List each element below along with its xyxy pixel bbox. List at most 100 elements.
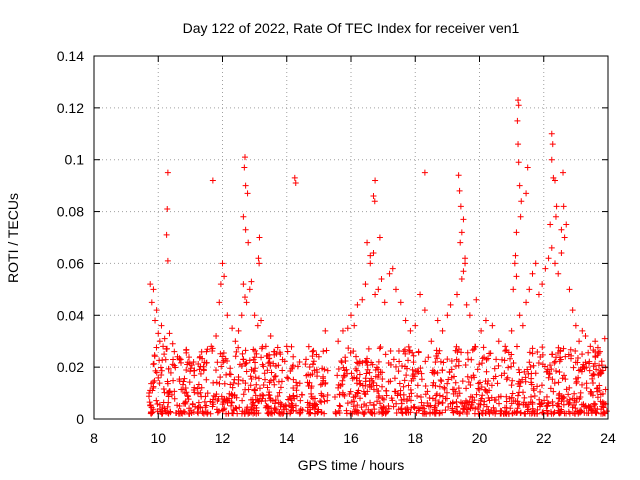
data-point-dense: [562, 376, 569, 383]
data-point-dense: [287, 395, 294, 402]
data-point-dense: [483, 403, 490, 410]
data-point: [402, 317, 409, 324]
data-point-dense: [424, 399, 431, 406]
data-point-dense: [598, 362, 605, 369]
data-point: [290, 353, 297, 360]
data-point-dense: [199, 408, 206, 415]
data-point-dense: [218, 363, 225, 370]
data-point-dense: [401, 346, 408, 353]
data-point-dense: [505, 349, 512, 356]
data-point-dense: [356, 358, 363, 365]
data-point-dense: [324, 367, 331, 374]
data-point-dense: [309, 353, 316, 360]
data-point-dense: [482, 410, 489, 417]
data-point: [549, 141, 556, 148]
data-point: [213, 333, 220, 340]
data-point-dense: [475, 380, 482, 387]
data-point-dense: [516, 400, 523, 407]
data-point-dense: [438, 378, 445, 385]
data-point-dense: [454, 392, 461, 399]
data-point: [548, 130, 555, 137]
data-point-dense: [591, 371, 598, 378]
data-point-dense: [585, 349, 592, 356]
data-point-dense: [252, 347, 259, 354]
data-point-dense: [573, 378, 580, 385]
data-point-dense: [305, 343, 312, 350]
data-point: [381, 299, 388, 306]
data-point-dense: [178, 386, 185, 393]
data-point-dense: [436, 410, 443, 417]
data-point-dense: [521, 410, 528, 417]
data-point-dense: [536, 400, 543, 407]
data-point: [514, 117, 521, 124]
data-point-dense: [227, 381, 234, 388]
data-point: [587, 343, 594, 350]
data-point-dense: [583, 364, 590, 371]
data-point-dense: [436, 383, 443, 390]
data-point-dense: [277, 410, 284, 417]
data-point-dense: [424, 388, 431, 395]
data-point-dense: [404, 406, 411, 413]
data-point-dense: [229, 392, 236, 399]
data-point-dense: [370, 401, 377, 408]
data-point-dense: [188, 362, 195, 369]
data-point-dense: [513, 343, 520, 350]
data-point-dense: [252, 374, 259, 381]
data-point-dense: [242, 347, 249, 354]
data-point-dense: [464, 373, 471, 380]
data-point-dense: [266, 379, 273, 386]
data-point-dense: [287, 409, 294, 416]
data-point-dense: [370, 379, 377, 386]
data-point-dense: [287, 410, 294, 417]
data-point-dense: [579, 351, 586, 358]
data-point: [458, 229, 465, 236]
data-point-dense: [391, 375, 398, 382]
data-point-dense: [242, 360, 249, 367]
data-point: [560, 169, 567, 176]
data-point: [232, 338, 239, 345]
data-point-dense: [390, 356, 397, 363]
x-axis-label: GPS time / hours: [298, 457, 405, 473]
x-tick-label: 16: [343, 430, 359, 446]
data-point-dense: [383, 387, 390, 394]
data-point-dense: [218, 393, 225, 400]
data-point-dense: [221, 380, 228, 387]
data-point-dense: [204, 410, 211, 417]
data-point-dense: [572, 375, 579, 382]
data-point-dense: [445, 403, 452, 410]
data-point: [251, 312, 258, 319]
data-point-dense: [414, 393, 421, 400]
data-point: [511, 260, 518, 267]
data-point-dense: [308, 390, 315, 397]
data-point-dense: [408, 390, 415, 397]
data-point-dense: [298, 391, 305, 398]
data-point-dense: [432, 359, 439, 366]
data-point-dense: [545, 374, 552, 381]
data-point-dense: [248, 375, 255, 382]
data-point-dense: [415, 405, 422, 412]
data-point-dense: [587, 390, 594, 397]
data-point-dense: [198, 393, 205, 400]
data-point-dense: [488, 382, 495, 389]
data-point-dense: [161, 351, 168, 358]
data-point: [535, 291, 542, 298]
data-point: [508, 327, 515, 334]
data-point-dense: [264, 384, 271, 391]
data-point-dense: [149, 409, 156, 416]
data-point-dense: [313, 366, 320, 373]
data-point-dense: [198, 348, 205, 355]
data-point-dense: [472, 343, 479, 350]
data-point-dense: [557, 348, 564, 355]
data-point: [375, 286, 382, 293]
data-point-dense: [227, 365, 234, 372]
data-point: [160, 343, 167, 350]
data-point-dense: [318, 399, 325, 406]
data-point-dense: [215, 408, 222, 415]
data-point: [348, 312, 354, 319]
data-point-dense: [544, 402, 551, 409]
data-point-dense: [258, 354, 265, 361]
data-point-dense: [183, 366, 190, 373]
data-point: [523, 299, 530, 306]
data-point-dense: [588, 407, 595, 414]
data-point-dense: [407, 397, 414, 404]
